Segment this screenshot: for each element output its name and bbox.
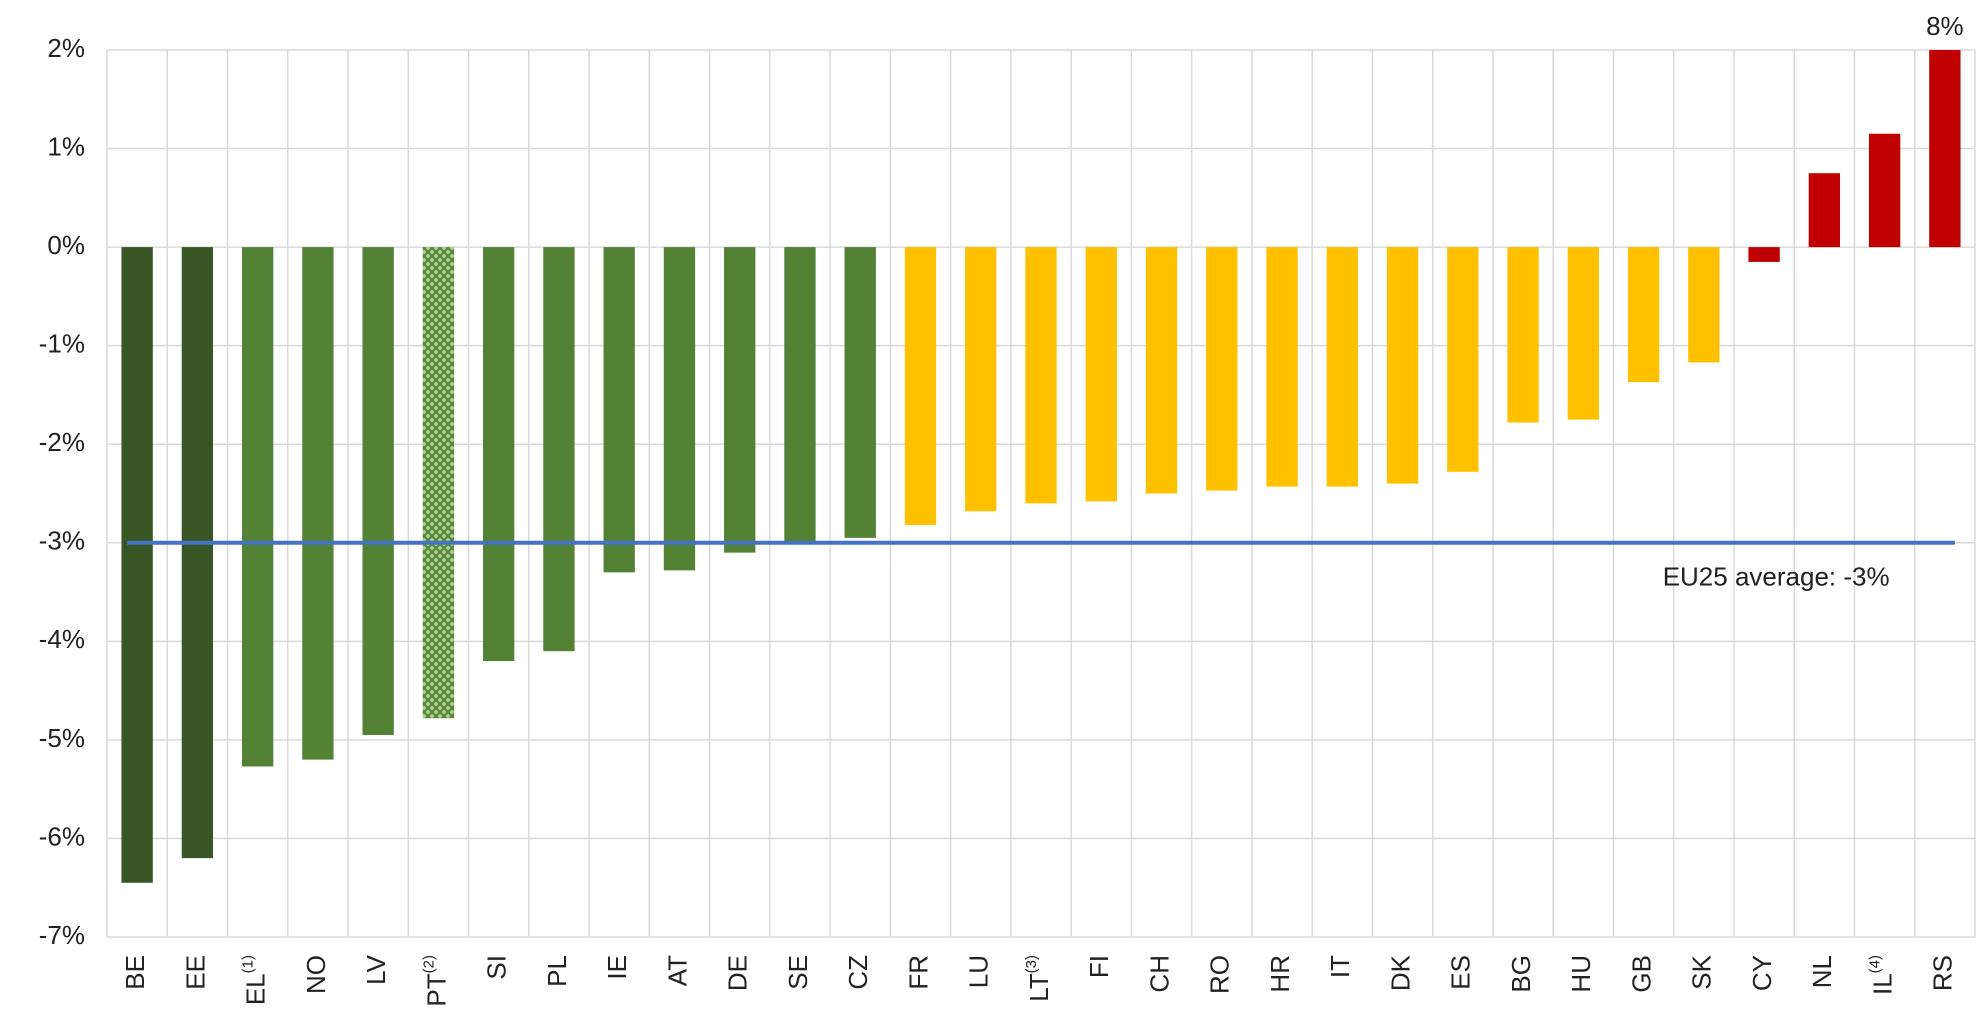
x-tick-label: EL(1) <box>240 955 271 1005</box>
bar <box>1386 247 1419 484</box>
x-tick-label: SI <box>482 955 512 980</box>
x-tick-label: GB <box>1626 955 1656 993</box>
plot-area <box>121 50 1961 883</box>
x-tick-label: LT(3) <box>1023 955 1054 1002</box>
y-tick-label: -5% <box>39 723 85 753</box>
bar <box>1085 247 1117 502</box>
x-tick-label: EE <box>180 955 210 990</box>
x-tick-label: PL <box>542 955 572 987</box>
bar <box>1748 247 1780 262</box>
bar <box>1326 247 1358 487</box>
bar <box>724 247 756 553</box>
x-tick-label: CH <box>1144 955 1174 993</box>
reference-label: EU25 average: -3% <box>1663 562 1890 592</box>
x-tick-label: LU <box>964 955 994 988</box>
x-tick-label: DK <box>1385 954 1415 991</box>
y-tick-label: 1% <box>47 131 85 161</box>
y-tick-label: -3% <box>39 526 85 556</box>
bar <box>1868 133 1901 248</box>
y-tick-label: 2% <box>47 33 85 63</box>
x-tick-label: NL <box>1807 955 1837 988</box>
x-tick-label: PT(2) <box>420 955 451 1007</box>
bar <box>302 247 334 760</box>
bar <box>121 247 153 883</box>
bar <box>1808 173 1841 248</box>
bar <box>1688 247 1720 363</box>
bar <box>1929 50 1961 248</box>
bar <box>784 247 816 543</box>
x-tick-label: FR <box>903 955 933 990</box>
bar <box>483 247 515 662</box>
x-tick-label: SE <box>783 955 813 990</box>
y-tick-label: -7% <box>39 920 85 950</box>
bar <box>965 247 997 512</box>
x-tick-label: RO <box>1205 955 1235 994</box>
x-tick-label: FI <box>1084 955 1114 978</box>
bar <box>1206 247 1238 491</box>
x-tick-label: RS <box>1928 955 1958 991</box>
bar <box>1025 247 1057 504</box>
bar <box>603 247 635 573</box>
x-tick-label: IE <box>602 955 632 980</box>
bar <box>1567 247 1599 420</box>
bar <box>1507 247 1539 423</box>
x-tick-label: ES <box>1446 955 1476 990</box>
x-tick-label: DE <box>723 955 753 991</box>
y-tick-label: -2% <box>39 427 85 457</box>
x-tick-label: BG <box>1506 955 1536 993</box>
y-tick-label: -4% <box>39 624 85 654</box>
bar <box>1266 247 1298 487</box>
data-label: 8% <box>1926 11 1964 41</box>
bar <box>844 247 876 538</box>
x-tick-label: SK <box>1687 954 1717 989</box>
bar <box>181 247 214 859</box>
x-tick-label: IT <box>1325 955 1355 978</box>
x-tick-label: AT <box>662 955 692 986</box>
bar <box>904 247 937 526</box>
x-tick-label: BE <box>120 955 150 990</box>
y-tick-label: -6% <box>39 821 85 851</box>
bar <box>362 247 394 735</box>
x-tick-label: CZ <box>843 955 873 990</box>
x-tick-label: HR <box>1265 955 1295 993</box>
x-tick-label: CY <box>1747 955 1777 991</box>
bar <box>422 247 455 719</box>
bar <box>1145 247 1178 494</box>
bar <box>543 247 575 652</box>
bar <box>1447 247 1479 472</box>
bar <box>241 247 274 767</box>
x-tick-label: LV <box>361 954 391 985</box>
bar <box>1627 247 1660 383</box>
x-tick-label: NO <box>301 955 331 994</box>
y-tick-label: 0% <box>47 230 85 260</box>
y-tick-label: -1% <box>39 329 85 359</box>
x-tick-label: IL(4) <box>1867 955 1898 995</box>
bar <box>663 247 696 571</box>
x-tick-label: HU <box>1566 955 1596 993</box>
